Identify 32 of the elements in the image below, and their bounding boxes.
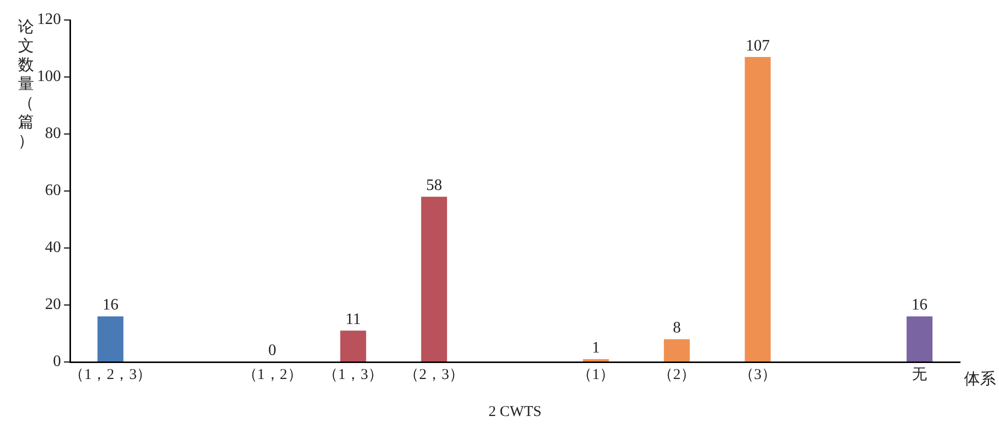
x-tick-label: （2） (658, 366, 696, 383)
x-tick-label: （2，3） (404, 366, 464, 383)
data-label: 16 (102, 296, 118, 314)
y-tick-label: 120 (37, 11, 61, 28)
x-tick-label: （3） (738, 366, 776, 383)
x-tick-label: （1） (577, 366, 615, 383)
y-tick-label: 20 (45, 296, 61, 314)
text: 2 CWTS (488, 404, 542, 420)
x-tick-label: （1，3） (323, 366, 384, 383)
x-tick-label: （1，2） (242, 366, 302, 383)
data-label: 8 (672, 319, 681, 336)
bar (421, 196, 448, 362)
bar (98, 316, 124, 362)
y-axis-title: 论文数量（篇） (18, 19, 34, 150)
y-tick-label: 100 (37, 68, 61, 86)
data-label: 1 (592, 339, 600, 356)
data-label: 11 (345, 310, 361, 328)
data-label: 58 (426, 176, 442, 194)
data-label: 107 (746, 37, 770, 54)
x-tick-label: （1，2，3） (69, 366, 152, 383)
bar (664, 339, 690, 362)
data-label: 16 (912, 296, 928, 314)
bar (906, 316, 932, 362)
y-tick-label: 80 (45, 125, 61, 142)
x-tick-label: 无 (912, 366, 928, 383)
y-tick-label: 60 (45, 182, 61, 200)
y-tick-label: 40 (45, 239, 61, 256)
y-tick-label: 0 (53, 353, 61, 370)
data-label: 0 (268, 342, 276, 360)
bar (340, 330, 366, 362)
x-axis-title: 体系 (964, 370, 996, 388)
bar (744, 57, 771, 362)
